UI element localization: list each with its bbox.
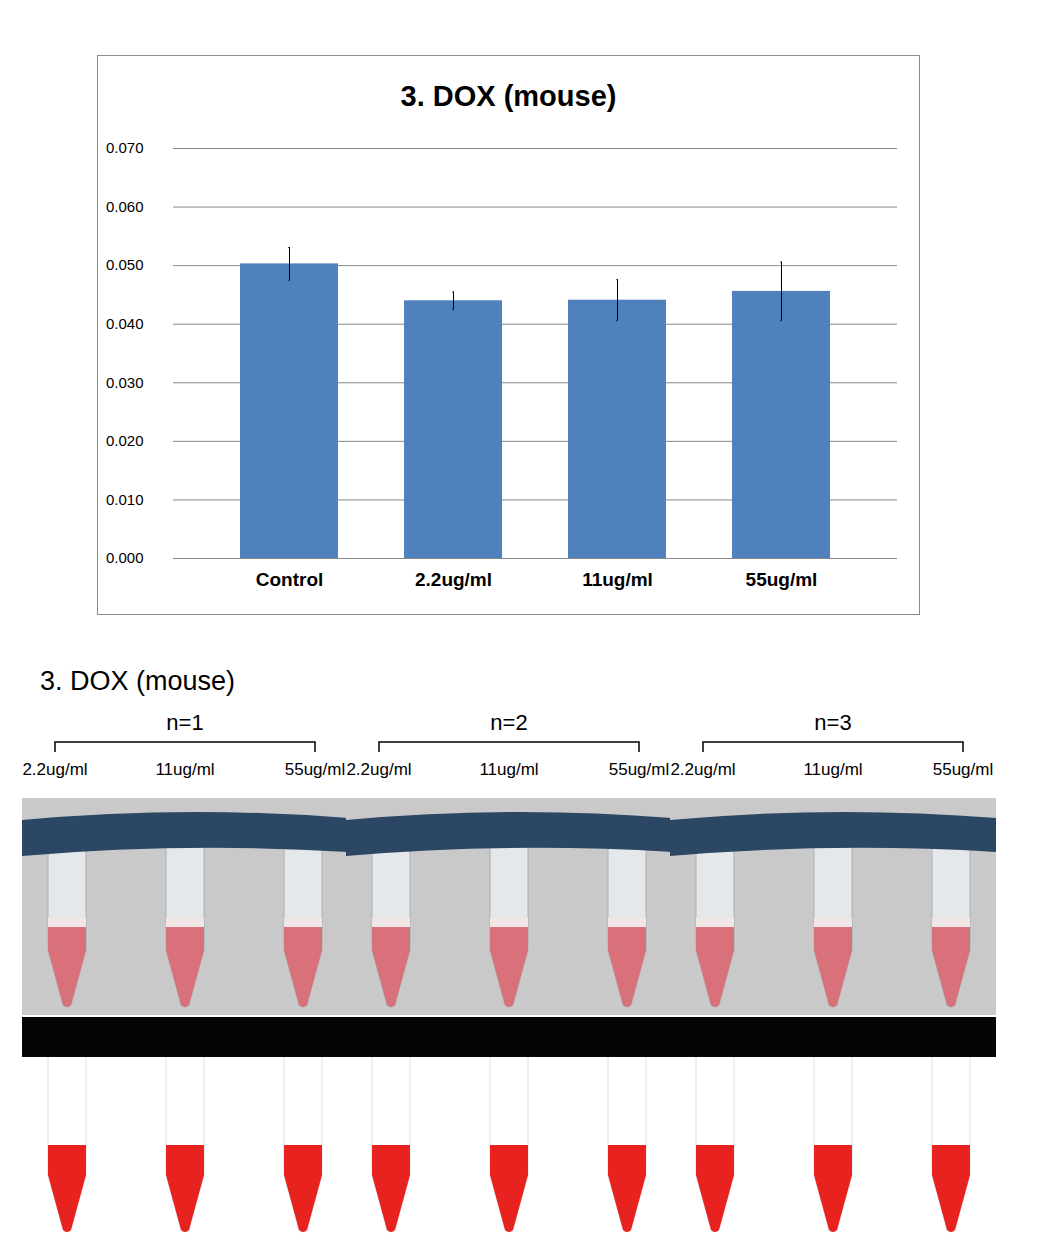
svg-text:11ug/ml: 11ug/ml (582, 569, 653, 590)
svg-text:55ug/ml: 55ug/ml (933, 760, 993, 779)
svg-text:0.020: 0.020 (106, 432, 144, 449)
svg-text:n=2: n=2 (490, 710, 527, 735)
svg-text:11ug/ml: 11ug/ml (479, 760, 538, 779)
svg-text:Control: Control (256, 569, 324, 590)
svg-text:55ug/ml: 55ug/ml (285, 760, 345, 779)
svg-text:n=3: n=3 (814, 710, 851, 735)
svg-text:n=1: n=1 (166, 710, 203, 735)
svg-text:2.2ug/ml: 2.2ug/ml (346, 760, 411, 779)
svg-text:0.030: 0.030 (106, 374, 144, 391)
svg-text:55ug/ml: 55ug/ml (746, 569, 818, 590)
svg-text:11ug/ml: 11ug/ml (155, 760, 214, 779)
svg-text:3. DOX (mouse): 3. DOX (mouse) (40, 666, 235, 696)
svg-text:0.050: 0.050 (106, 256, 144, 273)
svg-text:0.010: 0.010 (106, 491, 144, 508)
svg-text:0.070: 0.070 (106, 139, 144, 156)
svg-text:55ug/ml: 55ug/ml (609, 760, 669, 779)
svg-text:2.2ug/ml: 2.2ug/ml (670, 760, 735, 779)
svg-text:0.000: 0.000 (106, 549, 144, 566)
svg-text:0.040: 0.040 (106, 315, 144, 332)
html-text:3. DOX (mouse): 3. DOX (mouse) (400, 80, 617, 112)
svg-text:0.060: 0.060 (106, 198, 144, 215)
svg-text:2.2ug/ml: 2.2ug/ml (22, 760, 87, 779)
svg-text:11ug/ml: 11ug/ml (803, 760, 862, 779)
svg-text:2.2ug/ml: 2.2ug/ml (415, 569, 492, 590)
